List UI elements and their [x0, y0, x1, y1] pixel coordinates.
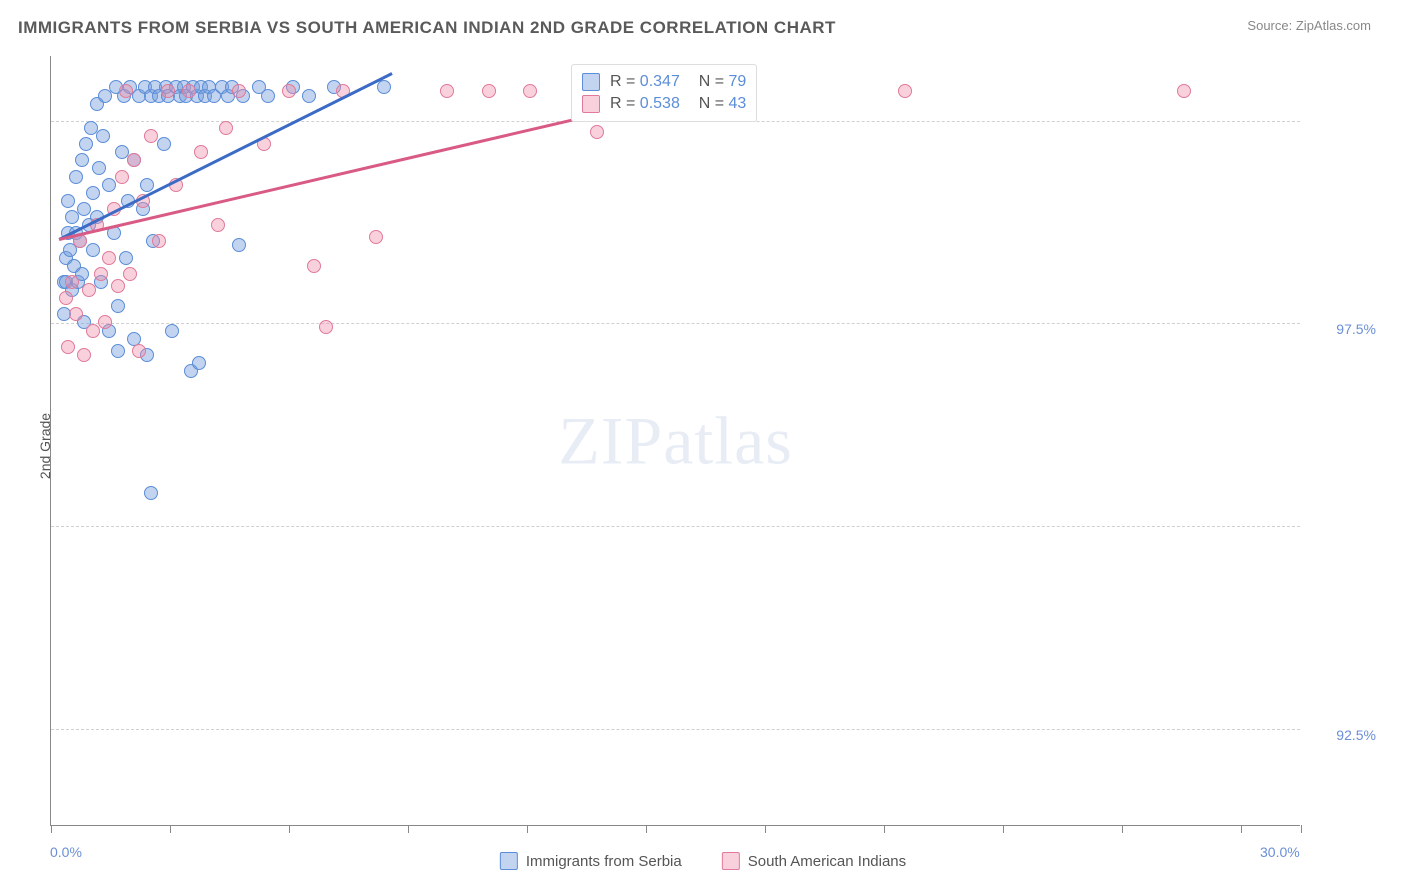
scatter-point	[98, 315, 112, 329]
scatter-point	[86, 243, 100, 257]
scatter-point	[232, 84, 246, 98]
x-tick	[289, 825, 290, 833]
scatter-point	[377, 80, 391, 94]
scatter-point	[182, 84, 196, 98]
bottom-legend-item: Immigrants from Serbia	[500, 852, 682, 870]
scatter-point	[157, 137, 171, 151]
scatter-point	[590, 125, 604, 139]
legend-r-label: R = 0.347	[610, 73, 680, 91]
scatter-point	[140, 178, 154, 192]
scatter-point	[82, 283, 96, 297]
scatter-point	[152, 234, 166, 248]
gridline-horizontal	[51, 526, 1300, 527]
scatter-point	[132, 344, 146, 358]
x-tick	[1241, 825, 1242, 833]
legend-swatch	[500, 852, 518, 870]
scatter-point	[75, 153, 89, 167]
scatter-point	[307, 259, 321, 273]
bottom-legend-label: South American Indians	[748, 853, 906, 870]
scatter-point	[219, 121, 233, 135]
scatter-point	[77, 348, 91, 362]
bottom-legend-label: Immigrants from Serbia	[526, 853, 682, 870]
scatter-point	[165, 324, 179, 338]
scatter-point	[192, 356, 206, 370]
source-label: Source:	[1247, 18, 1292, 33]
legend-r-label: R = 0.538	[610, 95, 680, 113]
source-attribution: Source: ZipAtlas.com	[1247, 18, 1371, 33]
plot-area: ZIPatlas R = 0.347 N = 79R = 0.538 N = 4…	[50, 56, 1300, 826]
watermark-atlas: atlas	[663, 402, 793, 478]
scatter-point	[96, 129, 110, 143]
scatter-point	[440, 84, 454, 98]
legend-swatch	[722, 852, 740, 870]
scatter-point	[111, 299, 125, 313]
scatter-point	[119, 84, 133, 98]
legend-n-label: N = 79	[690, 73, 746, 91]
scatter-point	[61, 194, 75, 208]
legend-n-label: N = 43	[690, 95, 746, 113]
scatter-point	[115, 170, 129, 184]
y-tick-label: 92.5%	[1336, 727, 1376, 743]
x-tick	[527, 825, 528, 833]
scatter-point	[482, 84, 496, 98]
scatter-point	[102, 251, 116, 265]
scatter-point	[69, 307, 83, 321]
scatter-point	[111, 344, 125, 358]
scatter-point	[523, 84, 537, 98]
source-link[interactable]: ZipAtlas.com	[1296, 18, 1371, 33]
scatter-point	[119, 251, 133, 265]
scatter-point	[127, 153, 141, 167]
scatter-point	[65, 210, 79, 224]
watermark-zip: ZIP	[558, 402, 663, 478]
x-tick	[170, 825, 171, 833]
scatter-point	[194, 145, 208, 159]
scatter-point	[161, 84, 175, 98]
scatter-point	[86, 324, 100, 338]
x-tick-label: 0.0%	[50, 844, 82, 860]
x-tick	[1301, 825, 1302, 833]
scatter-point	[211, 218, 225, 232]
x-tick	[1122, 825, 1123, 833]
x-tick	[51, 825, 52, 833]
x-tick	[884, 825, 885, 833]
x-tick	[646, 825, 647, 833]
scatter-point	[111, 279, 125, 293]
scatter-point	[65, 275, 79, 289]
bottom-legend-item: South American Indians	[722, 852, 906, 870]
legend-swatch	[582, 95, 600, 113]
scatter-point	[61, 340, 75, 354]
legend-stats-box: R = 0.347 N = 79R = 0.538 N = 43	[571, 64, 757, 122]
scatter-point	[302, 89, 316, 103]
x-tick-label: 30.0%	[1260, 844, 1300, 860]
scatter-point	[86, 186, 100, 200]
scatter-point	[144, 129, 158, 143]
scatter-point	[94, 267, 108, 281]
scatter-point	[59, 291, 73, 305]
scatter-point	[369, 230, 383, 244]
x-tick	[765, 825, 766, 833]
scatter-point	[261, 89, 275, 103]
x-tick	[1003, 825, 1004, 833]
legend-stats-row: R = 0.538 N = 43	[582, 93, 746, 115]
scatter-point	[123, 267, 137, 281]
bottom-legend: Immigrants from Serbia South American Ind…	[500, 852, 906, 870]
scatter-point	[92, 161, 106, 175]
scatter-point	[144, 486, 158, 500]
watermark: ZIPatlas	[558, 401, 793, 480]
scatter-point	[282, 84, 296, 98]
scatter-point	[898, 84, 912, 98]
gridline-horizontal	[51, 729, 1300, 730]
legend-stats-row: R = 0.347 N = 79	[582, 71, 746, 93]
gridline-horizontal	[51, 323, 1300, 324]
scatter-point	[1177, 84, 1191, 98]
scatter-point	[79, 137, 93, 151]
chart-title: IMMIGRANTS FROM SERBIA VS SOUTH AMERICAN…	[18, 18, 836, 38]
scatter-point	[102, 178, 116, 192]
x-tick	[408, 825, 409, 833]
scatter-point	[69, 170, 83, 184]
scatter-point	[319, 320, 333, 334]
y-tick-label: 97.5%	[1336, 321, 1376, 337]
scatter-point	[232, 238, 246, 252]
legend-swatch	[582, 73, 600, 91]
